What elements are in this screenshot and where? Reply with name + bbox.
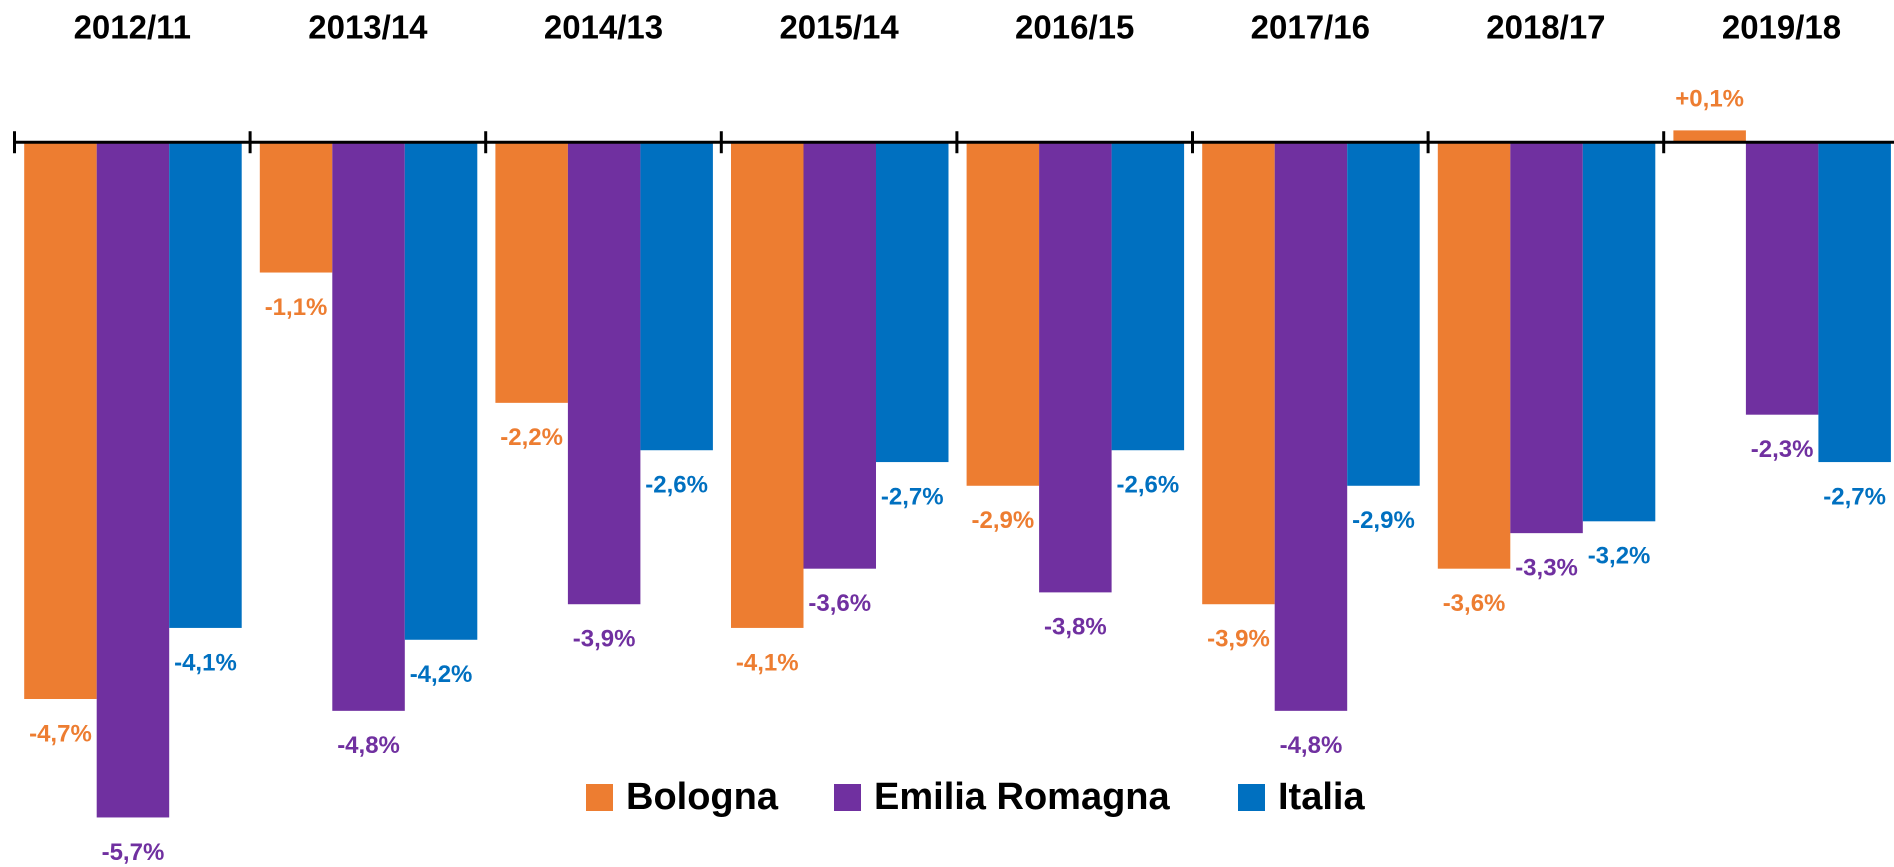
data-label: -4,8% bbox=[1280, 732, 1343, 759]
bar bbox=[404, 142, 478, 640]
bar bbox=[495, 142, 568, 403]
category-label: 2019/18 bbox=[1722, 9, 1841, 46]
category-label: 2017/16 bbox=[1251, 9, 1370, 46]
bar bbox=[640, 142, 713, 451]
data-label: -5,7% bbox=[102, 839, 165, 866]
bar bbox=[731, 142, 804, 628]
bar bbox=[1818, 142, 1891, 463]
data-label: -2,7% bbox=[1823, 483, 1886, 510]
bar bbox=[1745, 142, 1819, 415]
data-label: -2,7% bbox=[881, 483, 944, 510]
data-label: -3,6% bbox=[1443, 590, 1506, 617]
bar bbox=[876, 142, 949, 463]
data-label: -2,6% bbox=[1116, 472, 1179, 499]
data-label: -4,2% bbox=[410, 661, 473, 688]
bar bbox=[1510, 142, 1583, 534]
bar bbox=[1673, 130, 1746, 143]
data-label: +0,1% bbox=[1675, 86, 1744, 113]
data-label: -3,2% bbox=[1588, 543, 1651, 570]
category-label: 2014/13 bbox=[544, 9, 663, 46]
data-label: -3,8% bbox=[1044, 614, 1107, 641]
legend-swatch bbox=[586, 784, 613, 811]
bar bbox=[1274, 142, 1348, 711]
category-label: 2012/11 bbox=[74, 9, 191, 46]
data-label: -3,9% bbox=[1207, 626, 1270, 653]
legend-swatch bbox=[1238, 784, 1265, 811]
data-label: -4,7% bbox=[29, 720, 92, 747]
bar bbox=[1039, 142, 1112, 593]
data-label: -4,1% bbox=[174, 649, 237, 676]
legend-label: Italia bbox=[1278, 776, 1365, 818]
data-label: -2,6% bbox=[645, 472, 708, 499]
bar bbox=[1347, 142, 1420, 486]
bar bbox=[96, 142, 170, 818]
bar bbox=[803, 142, 876, 569]
bar bbox=[259, 142, 333, 273]
data-label: -2,9% bbox=[1352, 507, 1415, 534]
category-label: 2016/15 bbox=[1015, 9, 1134, 46]
legend-label: Emilia Romagna bbox=[874, 776, 1170, 818]
legend-label: Bologna bbox=[626, 776, 779, 818]
category-label: 2018/17 bbox=[1486, 9, 1605, 46]
bar bbox=[1111, 142, 1185, 451]
bar bbox=[1437, 142, 1511, 569]
data-label: -4,8% bbox=[337, 732, 400, 759]
category-label: 2015/14 bbox=[779, 9, 899, 46]
bar bbox=[1582, 142, 1656, 522]
bar bbox=[169, 142, 242, 628]
category-label: 2013/14 bbox=[308, 9, 428, 46]
bar bbox=[966, 142, 1040, 486]
bar bbox=[332, 142, 405, 711]
data-label: -2,9% bbox=[971, 507, 1034, 534]
legend-swatch bbox=[834, 784, 861, 811]
bar bbox=[1202, 142, 1275, 605]
data-label: -3,9% bbox=[573, 626, 636, 653]
data-label: -3,6% bbox=[808, 590, 871, 617]
data-label: -3,3% bbox=[1515, 554, 1578, 581]
bar bbox=[567, 142, 641, 605]
bar bbox=[24, 142, 97, 699]
data-label: -1,1% bbox=[265, 294, 328, 321]
data-label: -2,3% bbox=[1751, 436, 1814, 463]
data-label: -2,2% bbox=[500, 424, 563, 451]
data-label: -4,1% bbox=[736, 649, 799, 676]
